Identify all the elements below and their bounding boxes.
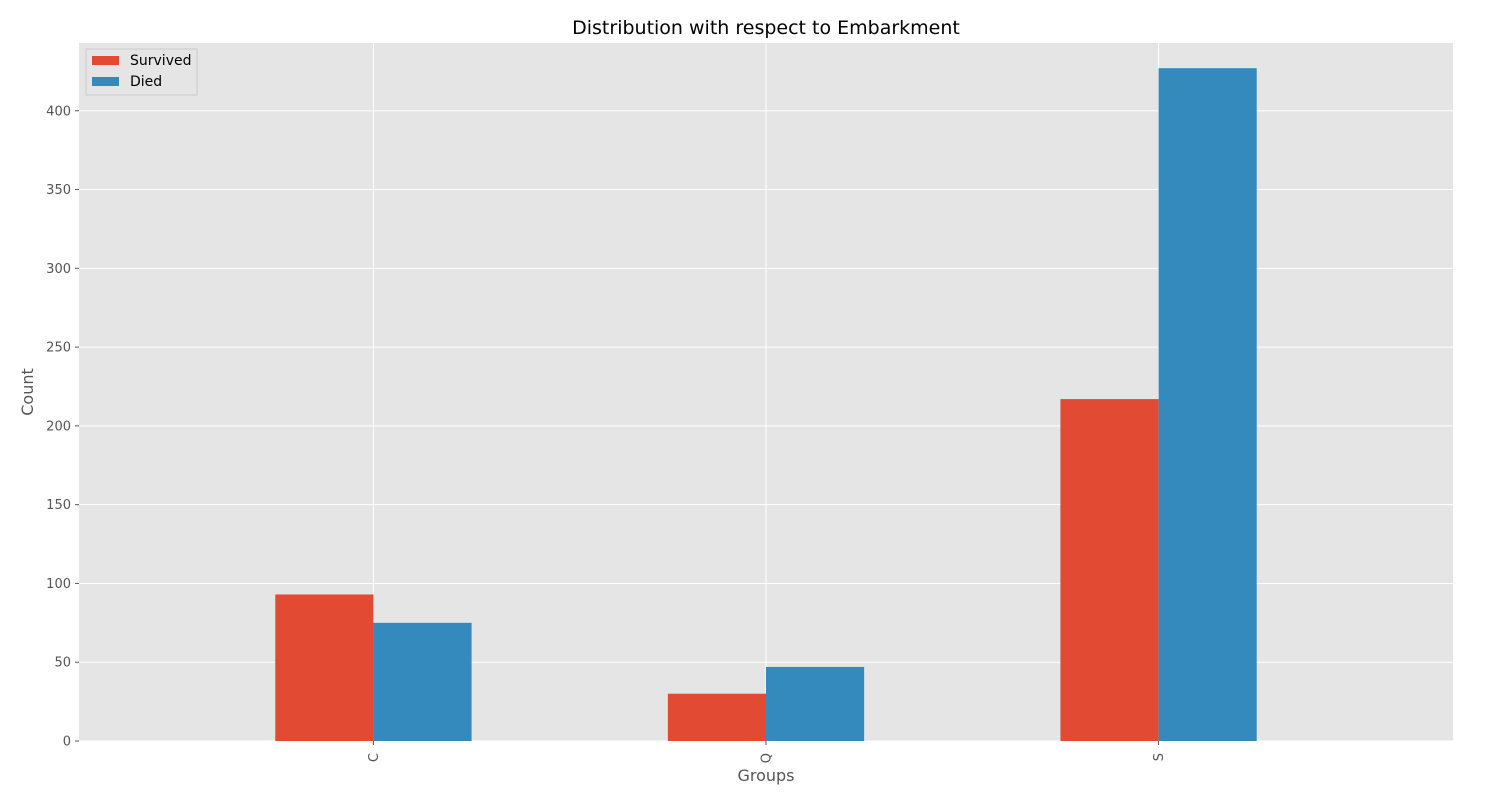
- bar-died-c: [373, 622, 472, 741]
- y-tick-label: 250: [46, 341, 71, 356]
- x-axis-title: Groups: [737, 766, 794, 785]
- y-tick-label: 350: [46, 183, 71, 198]
- y-tick-label: 0: [63, 735, 71, 750]
- chart-title: Distribution with respect to Embarkment: [572, 17, 960, 39]
- y-tick-label: 150: [46, 498, 71, 513]
- y-tick-label: 300: [46, 262, 71, 277]
- x-tick-label: S: [1152, 753, 1167, 761]
- y-axis-title: Count: [18, 368, 37, 416]
- legend-label-died: Died: [130, 74, 162, 90]
- x-tick-label: Q: [760, 753, 775, 763]
- y-tick-label: 200: [46, 419, 71, 434]
- y-tick-label: 100: [46, 577, 71, 592]
- bar-survived-c: [275, 594, 374, 741]
- legend: Survived Died: [85, 48, 198, 96]
- bar-died-q: [766, 666, 865, 741]
- bar-survived-q: [667, 693, 766, 741]
- bar-survived-s: [1060, 399, 1159, 741]
- x-tick-label: C: [367, 753, 382, 762]
- legend-label-survived: Survived: [130, 53, 191, 69]
- y-axis-ticks: 0 50 100 150 200 250 300 350 400: [46, 104, 79, 750]
- bar-died-s: [1158, 68, 1257, 741]
- legend-swatch-died: [92, 77, 119, 86]
- legend-swatch-survived: [92, 56, 119, 65]
- y-tick-label: 400: [46, 104, 71, 119]
- y-tick-label: 50: [54, 656, 71, 671]
- bars: [275, 68, 1257, 741]
